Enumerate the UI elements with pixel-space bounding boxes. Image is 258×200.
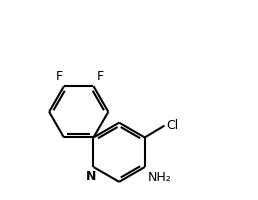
Text: F: F [96,70,103,83]
Text: N: N [86,170,97,183]
Text: F: F [55,70,62,83]
Text: Cl: Cl [166,119,179,132]
Text: NH₂: NH₂ [148,171,172,184]
